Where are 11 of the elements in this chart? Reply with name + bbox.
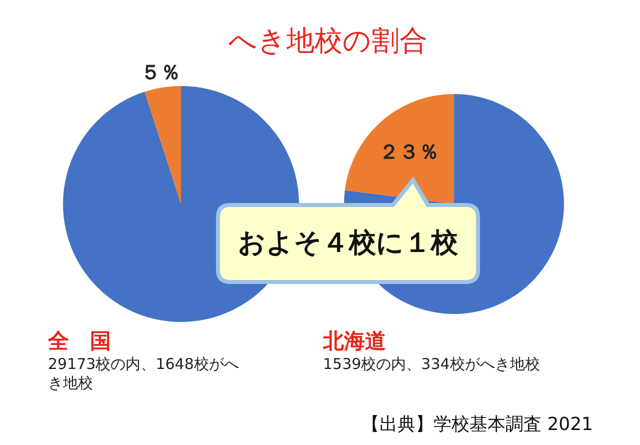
text: 1539校の内、334校がへき地校 <box>323 355 540 373</box>
pie-slice <box>144 86 181 204</box>
pie-slice <box>344 94 454 204</box>
text: 【出典】学校基本調査 2021 <box>361 414 593 435</box>
text: 全 国 <box>47 329 111 353</box>
text: 北海道 <box>322 329 386 353</box>
data-label: ５％ <box>140 60 180 84</box>
text: 29173校の内、1648校がへき地校 <box>48 355 239 392</box>
text: およそ４校に１校 <box>238 227 459 258</box>
chart-title: へき地校の割合 <box>228 24 428 57</box>
data-label: ２３％ <box>378 139 439 164</box>
